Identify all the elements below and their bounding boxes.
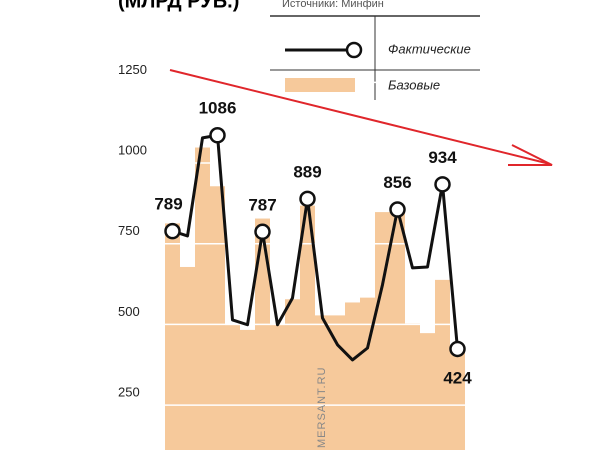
y-tick-label: 750 <box>118 223 140 238</box>
bar <box>225 325 240 450</box>
chart-subtitle: Источники: Минфин <box>282 0 384 10</box>
marker <box>164 222 181 240</box>
bar <box>300 205 315 450</box>
bar <box>405 323 420 450</box>
bar <box>420 333 435 450</box>
value-label: 856 <box>383 173 411 192</box>
bar <box>195 147 210 450</box>
value-label: 787 <box>248 195 276 214</box>
y-tick-label: 1250 <box>118 62 147 77</box>
value-label: 1086 <box>199 99 237 118</box>
trend-arrow <box>169 69 551 165</box>
bar <box>435 279 450 450</box>
marker <box>434 176 451 193</box>
bar <box>375 212 390 450</box>
bar <box>210 186 225 450</box>
legend-key <box>345 41 363 59</box>
value-label: 889 <box>293 162 321 181</box>
marker <box>389 201 406 218</box>
bar <box>180 266 195 450</box>
watermark: MERSANT.RU <box>316 366 328 448</box>
legend-label: Фактические <box>388 41 471 56</box>
bar <box>315 315 330 450</box>
bar <box>450 349 465 450</box>
marker <box>209 127 226 144</box>
legend-key <box>285 78 355 92</box>
bar <box>285 299 300 450</box>
y-tick-label: 500 <box>118 304 140 319</box>
bar <box>390 212 405 450</box>
trend-arrowhead <box>508 144 553 166</box>
legend-label: Базовые <box>388 77 440 92</box>
chart-title: (МЛРД РУБ.) <box>118 0 239 12</box>
value-label: 789 <box>154 195 182 214</box>
value-label: 424 <box>443 368 472 387</box>
bar <box>255 218 270 450</box>
bar <box>165 223 180 450</box>
marker <box>254 223 271 241</box>
y-tick-label: 250 <box>118 385 140 400</box>
marker <box>299 190 316 208</box>
bar <box>345 302 360 450</box>
line <box>172 133 459 362</box>
y-tick-label: 1000 <box>118 142 147 157</box>
bar <box>240 329 255 450</box>
plot: 250 500 750 1000 1250 MERSANT.RU 789 1086 787 889… <box>118 62 553 450</box>
marker <box>449 340 466 358</box>
value-label: 934 <box>428 148 457 167</box>
bar <box>270 325 285 450</box>
